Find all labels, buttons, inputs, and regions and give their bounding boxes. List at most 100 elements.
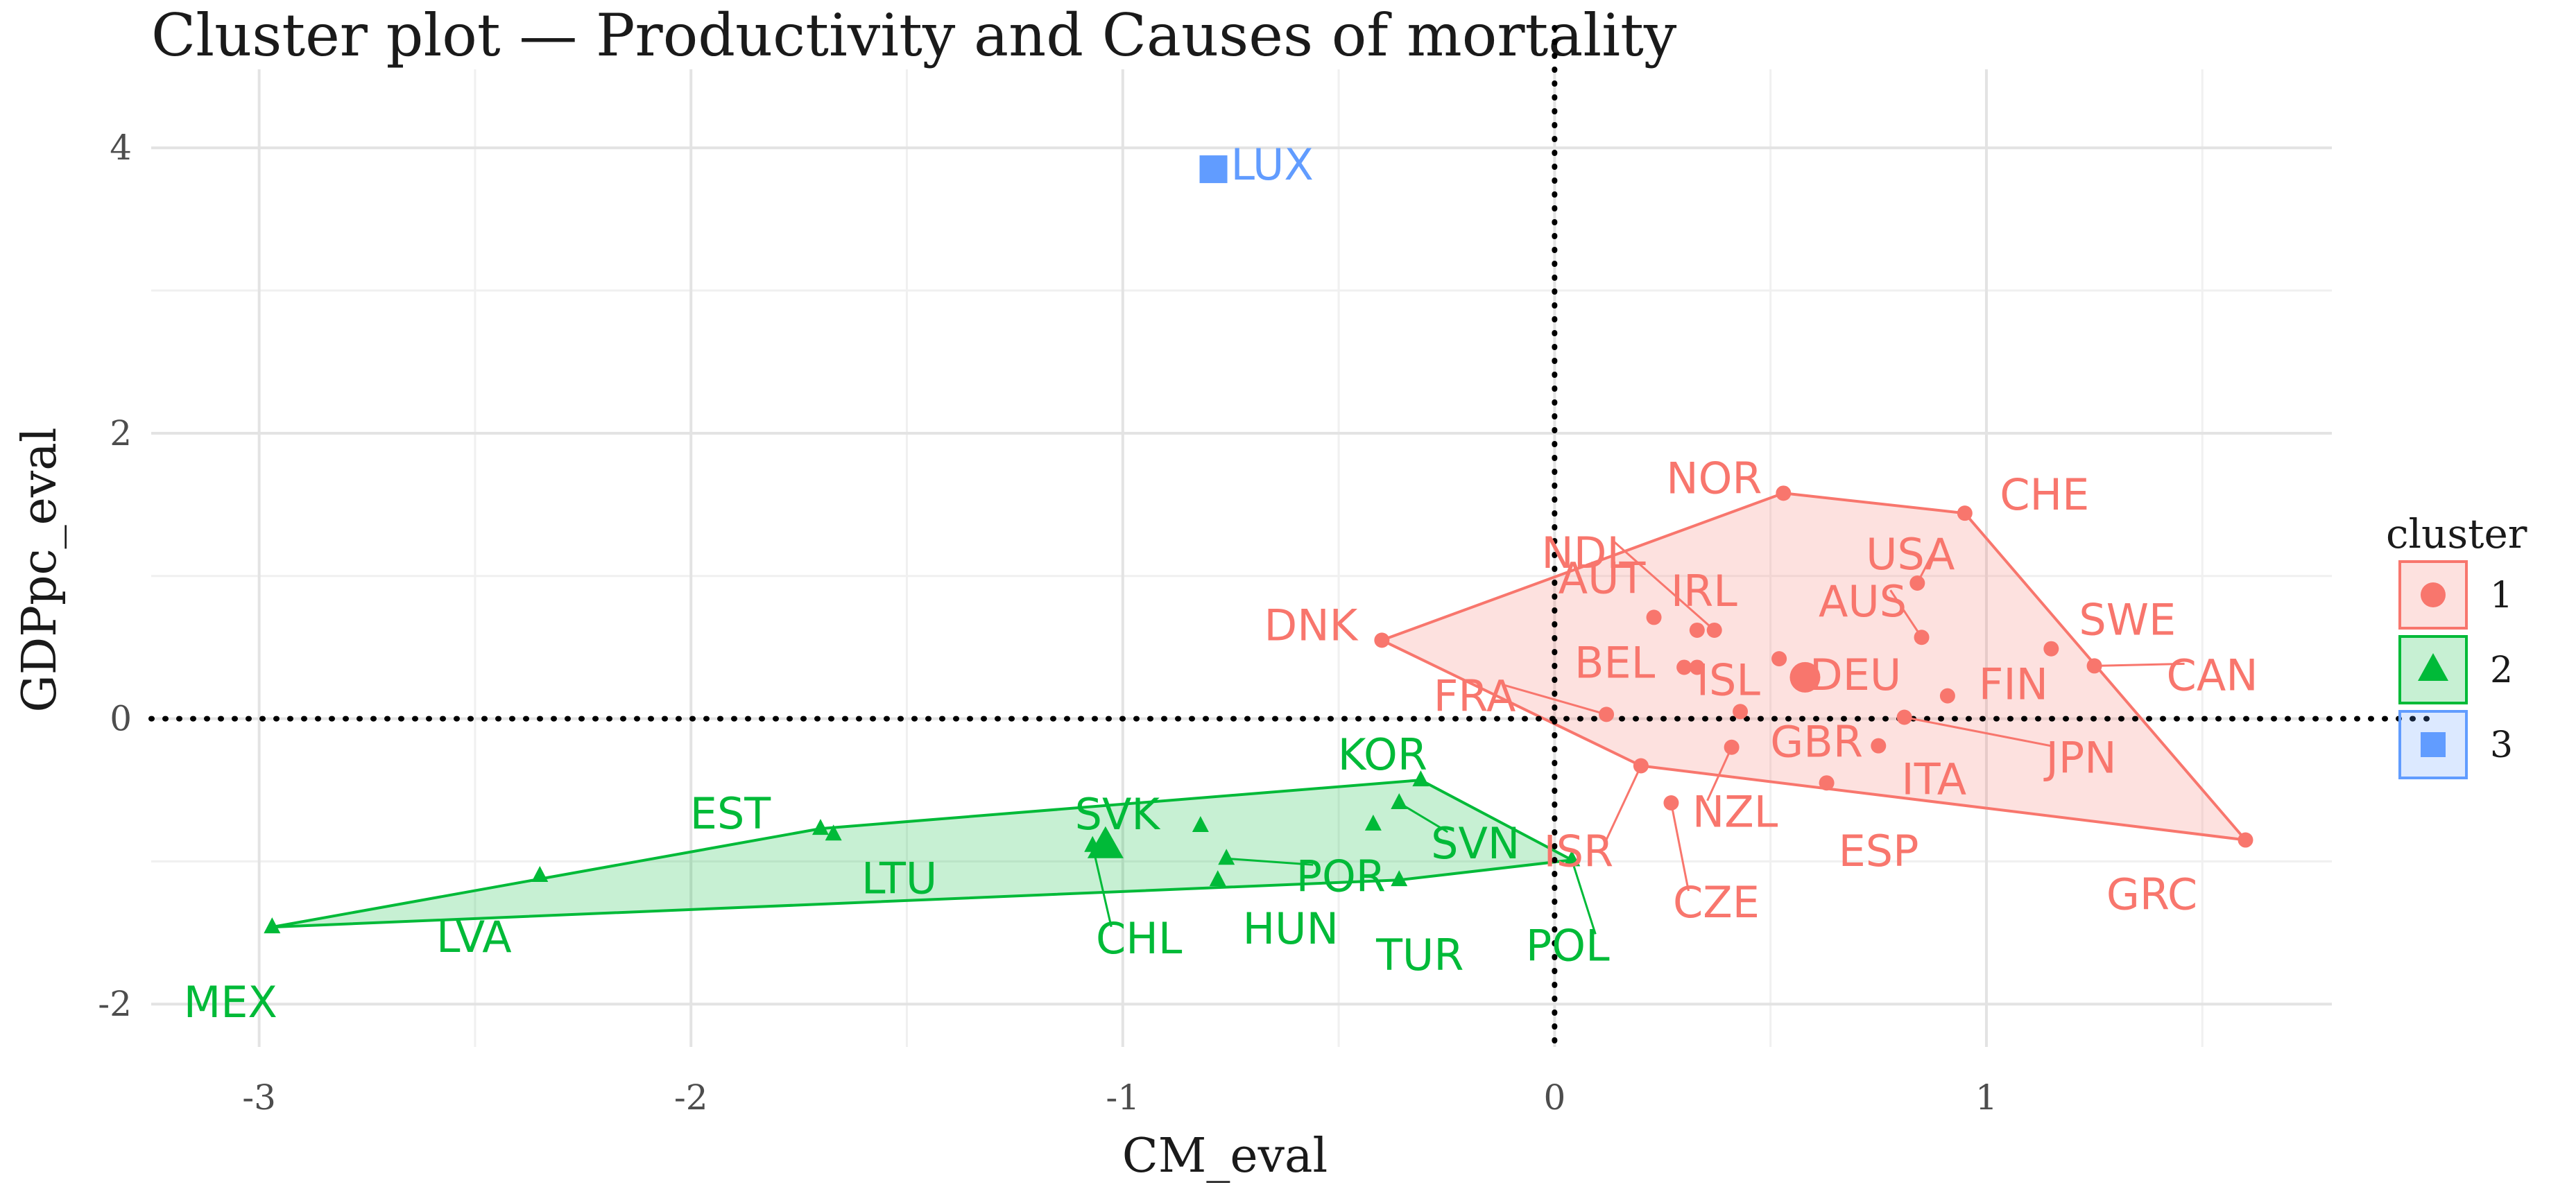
point-fin-marker xyxy=(1939,688,1955,704)
point-jpn-leader-line xyxy=(1904,716,2054,747)
point-ndl-marker xyxy=(1706,622,1722,638)
point-dnk-marker xyxy=(1374,632,1390,648)
point-esp-marker xyxy=(1819,775,1835,791)
point-deu-label: DEU xyxy=(1810,650,1901,700)
point-usa-label: USA xyxy=(1866,529,1955,580)
point-aut-marker xyxy=(1646,609,1662,625)
point-pol-leader-line xyxy=(1570,859,1597,935)
point-gbr-marker xyxy=(1733,704,1749,720)
y-tick-label: 4 xyxy=(110,128,132,168)
cluster-1-center-marker xyxy=(1789,661,1821,693)
point-chl-marker xyxy=(1084,835,1101,852)
point-ita-marker xyxy=(1871,738,1887,754)
chart-title: Cluster plot — Productivity and Causes o… xyxy=(151,1,1677,69)
point-aus-marker xyxy=(1914,630,1930,645)
point-grc-marker xyxy=(2238,832,2253,848)
reference-lines xyxy=(148,25,2439,1050)
point-tur-marker xyxy=(1391,870,1408,887)
point-deu-marker xyxy=(1771,651,1787,667)
y-axis-title: GDPpc_eval xyxy=(12,427,67,712)
x-tick-label: -2 xyxy=(674,1077,708,1118)
point-bel-marker xyxy=(1676,659,1692,675)
x-tick-label: 0 xyxy=(1543,1077,1565,1118)
point-pol-label: POL xyxy=(1526,920,1610,971)
legend-label-1: 1 xyxy=(2490,575,2513,616)
legend-label-3: 3 xyxy=(2490,725,2513,766)
legend-title: cluster xyxy=(2386,510,2527,557)
point-pol-marker xyxy=(1563,850,1581,867)
x-tick-label: -3 xyxy=(242,1077,276,1118)
data-points xyxy=(264,155,2253,934)
point-ltu-label: LTU xyxy=(861,853,937,903)
point-esp-label: ESP xyxy=(1839,826,1919,876)
point-kor-label: KOR xyxy=(1338,729,1427,780)
point-kor-marker xyxy=(1412,770,1429,787)
point-hun-label: HUN xyxy=(1243,903,1339,954)
point-hun-marker xyxy=(1209,870,1226,887)
grid-lines xyxy=(151,69,2332,1047)
point-can-leader-line xyxy=(2094,662,2185,667)
point-lva-label: LVA xyxy=(436,912,512,962)
y-tick-label: -2 xyxy=(98,984,132,1024)
legend-label-2: 2 xyxy=(2490,650,2513,691)
point-svn-leader-line xyxy=(1398,801,1449,833)
x-tick-label: -1 xyxy=(1106,1077,1140,1118)
point-nzl-leader-line xyxy=(1706,747,1733,801)
point-svk-label: SVK xyxy=(1075,789,1161,840)
point-ita-label: ITA xyxy=(1901,754,1966,805)
point-cze-label: CZE xyxy=(1673,877,1760,928)
point-por-marker xyxy=(1218,849,1235,865)
y-tick-label: 2 xyxy=(110,413,132,453)
point-can-label: CAN xyxy=(2167,650,2258,700)
point-chl-leader-line xyxy=(1091,845,1113,928)
point-fra-marker xyxy=(1599,707,1615,722)
point-swe-marker xyxy=(2043,641,2059,657)
x-axis-title: CM_eval xyxy=(1122,1129,1328,1184)
point-grc-label: GRC xyxy=(2106,869,2197,920)
point-isr-marker xyxy=(1633,758,1649,774)
point-chl-label: CHL xyxy=(1096,913,1183,964)
point-che-label: CHE xyxy=(2000,469,2089,520)
point-cze-marker xyxy=(1663,795,1679,811)
point-can-marker xyxy=(2086,658,2102,674)
point-isr-leader-line xyxy=(1605,765,1642,841)
point-aus-label: AUS xyxy=(1819,576,1907,627)
point-jpn-label: JPN xyxy=(2043,733,2117,783)
point-nor-label: NOR xyxy=(1666,453,1762,503)
point-svn-marker xyxy=(1391,793,1408,810)
legend: cluster 1 2 3 xyxy=(2386,510,2527,779)
point-nzl-label: NZL xyxy=(1692,787,1778,838)
axis-tick-labels: -3 -2 -1 0 1 -2 0 2 4 xyxy=(98,128,1998,1118)
x-tick-label: 1 xyxy=(1975,1077,1998,1118)
point-mex-label: MEX xyxy=(184,977,277,1028)
point-irl-marker xyxy=(1689,622,1705,638)
point-svn-label: SVN xyxy=(1431,818,1520,869)
point-ndl-label: NDL xyxy=(1541,528,1631,578)
point-cze-leader-line xyxy=(1669,802,1690,892)
y-tick-label: 0 xyxy=(110,699,132,739)
point-cluster-2-unlabeled-marker xyxy=(1364,814,1382,831)
label-leader-lines xyxy=(1091,540,2185,935)
point-lux-marker xyxy=(1199,155,1228,184)
point-gbr-label: GBR xyxy=(1770,716,1863,767)
point-usa-marker xyxy=(1909,575,1925,591)
point-aut-label: AUT xyxy=(1559,553,1647,603)
point-ndl-leader-line xyxy=(1613,540,1715,632)
point-est-label: EST xyxy=(690,788,772,839)
point-irl-label: IRL xyxy=(1671,566,1737,616)
point-aus-leader-line xyxy=(1889,589,1923,639)
point-isl-label: ISL xyxy=(1697,655,1761,705)
legend-key-1-symbol xyxy=(2421,582,2446,607)
point-por-leader-line xyxy=(1226,857,1314,866)
point-isr-label: ISR xyxy=(1544,826,1614,876)
legend-key-2-symbol xyxy=(2418,653,2448,681)
point-swe-label: SWE xyxy=(2079,595,2176,645)
point-nor-marker xyxy=(1776,485,1792,501)
point-ltu-marker xyxy=(825,824,842,841)
point-por-label: POR xyxy=(1296,851,1386,901)
point-bel-label: BEL xyxy=(1574,637,1656,688)
point-svk-marker xyxy=(1192,815,1209,832)
point-lux-label: LUX xyxy=(1231,139,1314,190)
legend-key-3-symbol xyxy=(2421,732,2446,757)
